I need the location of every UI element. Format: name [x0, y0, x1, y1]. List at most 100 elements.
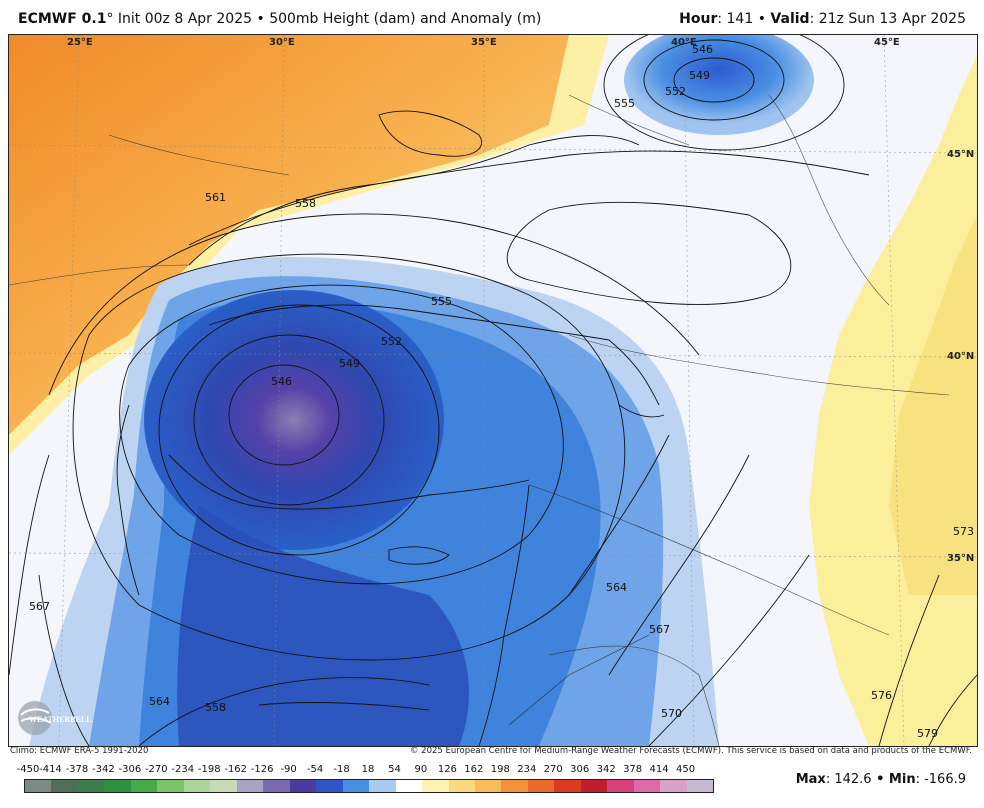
- colorbar-tick-label: 198: [490, 764, 510, 775]
- lat-label-40n: 40°N: [947, 351, 974, 362]
- colorbar-tick-label: 90: [414, 764, 428, 775]
- contour-labels: 546 549 552 555 558 561 564 567 570 573 …: [29, 43, 974, 740]
- max-min-stats: Max: 142.6 • Min: -166.9: [795, 772, 966, 787]
- hour-label: Hour: [679, 11, 718, 27]
- colorbar-tick-label: -342: [92, 764, 115, 775]
- product-name: 500mb Height (dam) and Anomaly (m): [269, 11, 542, 27]
- colorbar-swatch: [422, 780, 449, 792]
- title: ECMWF 0.1° Init 00z 8 Apr 2025 • 500mb H…: [18, 11, 542, 27]
- colorbar-swatch: [395, 780, 423, 792]
- colorbar-tick-labels: -450 -414 -378 -342 -306 -270 -234 -198 -162 -126…: [12, 764, 712, 778]
- colorbar-tick-label: -306: [118, 764, 142, 775]
- colorbar-swatch: [104, 780, 131, 792]
- colorbar-swatch: [130, 780, 158, 792]
- valid-label: Valid: [770, 11, 810, 27]
- colorbar-tick-label: -90: [280, 764, 297, 775]
- map-panel[interactable]: 546 549 552 555 558 561 564 567 570 573 …: [8, 34, 978, 747]
- colorbar-swatch: [236, 780, 264, 792]
- colorbar-swatch: [474, 780, 502, 792]
- colorbar-swatch: [580, 780, 608, 792]
- logo-text: WEATHERBELL: [29, 715, 92, 724]
- contour-label: 552: [665, 85, 686, 98]
- hour-value: : 141: [717, 11, 754, 27]
- copyright-note: © 2025 European Centre for Medium-Range …: [409, 746, 972, 756]
- colorbar-swatch: [448, 780, 475, 792]
- lat-label-45n: 45°N: [947, 149, 974, 160]
- lon-label-25e: 25°E: [67, 37, 93, 48]
- colorbar-swatch: [316, 780, 343, 792]
- colorbar-swatch: [501, 780, 528, 792]
- contour-label: 570: [661, 707, 682, 720]
- contour-label: 564: [606, 581, 627, 594]
- colorbar-swatch: [607, 780, 634, 792]
- contour-label: 558: [205, 701, 226, 714]
- weatherbell-logo: WEATHERBELL: [18, 701, 92, 735]
- colorbar-swatch: [660, 780, 687, 792]
- colorbar: -450 -414 -378 -342 -306 -270 -234 -198 -162 -126…: [12, 764, 714, 802]
- contour-label: 555: [614, 97, 635, 110]
- contour-label: 579: [917, 727, 938, 740]
- colorbar-swatch: [289, 780, 317, 792]
- colorbar-swatch: [51, 780, 78, 792]
- colorbar-tick-label: 378: [623, 764, 643, 775]
- colorbar-tick-label: -198: [197, 764, 221, 775]
- lon-label-45e: 45°E: [874, 37, 900, 48]
- lon-label-35e: 35°E: [471, 37, 497, 48]
- colorbar-scale: [24, 779, 714, 793]
- contour-label: 573: [953, 525, 974, 538]
- header: ECMWF 0.1° Init 00z 8 Apr 2025 • 500mb H…: [0, 0, 984, 34]
- colorbar-swatch: [554, 780, 581, 792]
- borders: [9, 94, 950, 746]
- low-center: [144, 290, 444, 550]
- colorbar-swatch: [369, 780, 396, 792]
- colorbar-tick-label: 234: [517, 764, 537, 775]
- colorbar-tick-label: -378: [65, 764, 89, 775]
- colorbar-tick-label: 306: [570, 764, 590, 775]
- contour-label: 546: [271, 375, 292, 388]
- colorbar-tick-label: -270: [144, 764, 168, 775]
- contour-label: 549: [339, 357, 360, 370]
- colorbar-swatch: [183, 780, 211, 792]
- contour-label: 561: [205, 191, 226, 204]
- contour-label: 564: [149, 695, 170, 708]
- forecast-time: Hour: 141 • Valid: 21z Sun 13 Apr 2025: [679, 11, 966, 27]
- upper-low: [624, 35, 814, 135]
- colorbar-swatch: [342, 780, 370, 792]
- colorbar-tick-label: 54: [388, 764, 401, 775]
- init-time: Init 00z 8 Apr 2025: [117, 11, 253, 27]
- east-warm-core: [889, 215, 977, 595]
- contour-label: 567: [649, 623, 670, 636]
- height-contours: [9, 35, 977, 746]
- coastlines: [116, 110, 792, 746]
- valid-value: : 21z Sun 13 Apr 2025: [809, 11, 966, 27]
- colorbar-swatch: [263, 780, 290, 792]
- model-name: ECMWF 0.1: [18, 11, 107, 27]
- colorbar-swatch: [210, 780, 237, 792]
- contour-label: 552: [381, 335, 402, 348]
- max-label: Max: [795, 772, 826, 787]
- colorbar-tick-label: -450: [16, 764, 40, 775]
- contour-label: 546: [692, 43, 713, 56]
- contour-label: 549: [689, 69, 710, 82]
- lon-label-30e: 30°E: [269, 37, 295, 48]
- colorbar-swatch: [77, 780, 105, 792]
- colorbar-swatch: [686, 780, 714, 792]
- nw-warm-anomaly: [9, 35, 569, 435]
- latitude-labels: 45°N 40°N 35°N: [947, 149, 974, 564]
- colorbar-tick-label: -18: [333, 764, 350, 775]
- colorbar-tick-label: -414: [39, 764, 62, 775]
- lon-label-40e: 40°E: [671, 37, 697, 48]
- longitude-labels: 25°E 30°E 35°E 40°E 45°E: [67, 37, 900, 48]
- anomaly-map: 546 549 552 555 558 561 564 567 570 573 …: [9, 35, 977, 746]
- contour-label: 567: [29, 600, 50, 613]
- contour-label: 555: [431, 295, 452, 308]
- colorbar-tick-label: -126: [250, 764, 274, 775]
- colorbar-tick-label: -162: [224, 764, 248, 775]
- min-label: Min: [888, 772, 916, 787]
- colorbar-tick-label: 450: [675, 764, 696, 775]
- colorbar-tick-label: 342: [596, 764, 616, 775]
- climo-note: Climo: ECMWF ERA-5 1991-2020: [10, 746, 149, 756]
- colorbar-tick-label: 270: [543, 764, 563, 775]
- colorbar-tick-label: 126: [437, 764, 457, 775]
- min-value: : -166.9: [915, 772, 966, 787]
